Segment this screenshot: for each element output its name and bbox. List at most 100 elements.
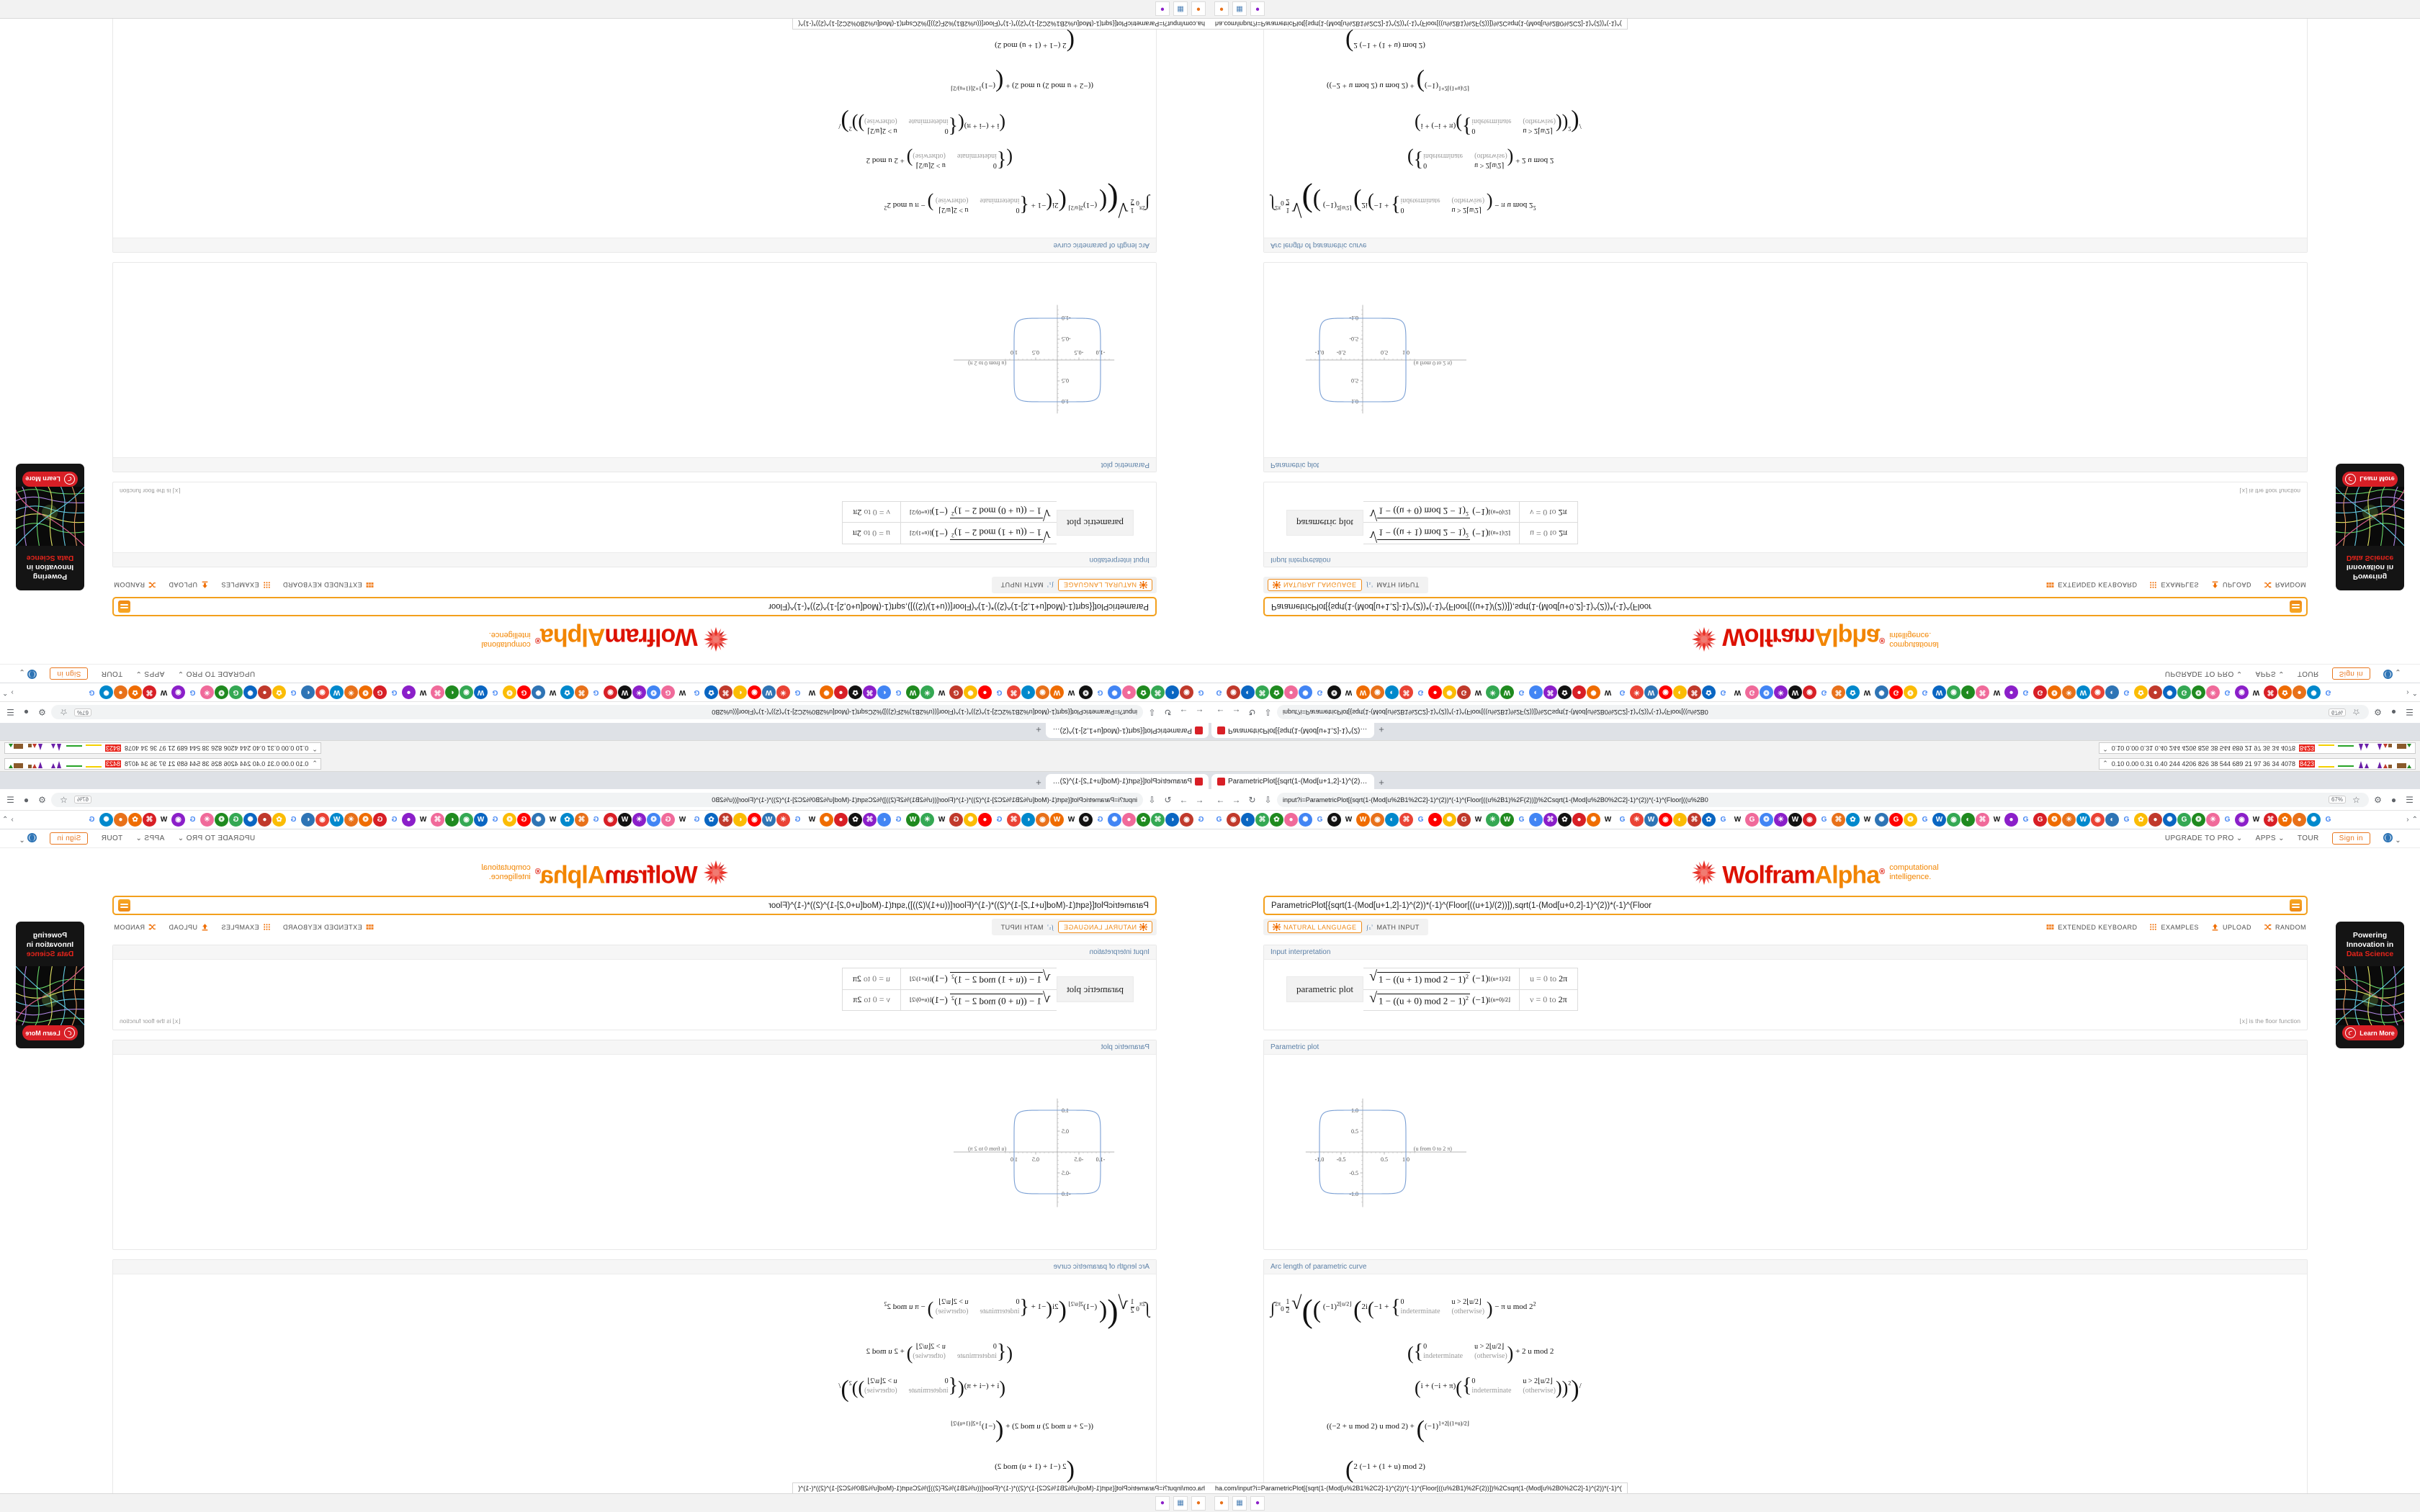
zoom-level-badge[interactable]: 67% (74, 708, 92, 716)
bookmark-favicon[interactable]: G (1889, 813, 1903, 827)
bookmark-favicon[interactable]: ❂ (1327, 685, 1341, 699)
bookmark-favicon[interactable]: ✺ (820, 685, 833, 699)
nav-apps[interactable]: APPS ⌄ (2255, 670, 2285, 678)
pod-input-interpretation[interactable]: Input interpretation parametric plot √ 1 … (1263, 482, 2308, 567)
bookmark-favicon[interactable]: ☀ (776, 813, 790, 827)
bookmark-favicon[interactable]: ✺ (99, 813, 113, 827)
ad-rail[interactable]: Powering Innovation in Data Science (2336, 922, 2404, 1048)
system-monitor-widget[interactable]: ⌃ 0.10 0.00 0.31 0.40 244 4206 826 38 54… (4, 757, 321, 770)
bookmark-favicon[interactable]: W (474, 685, 488, 699)
bookmark-favicon[interactable]: ◐ (1673, 813, 1687, 827)
download-icon[interactable]: ⇩ (1148, 794, 1156, 805)
bookmark-favicon[interactable]: W (1863, 688, 1871, 696)
bookmark-favicon[interactable]: ⌘ (1688, 813, 1701, 827)
bookmark-favicon[interactable]: ◉ (1947, 685, 1960, 699)
bookmark-favicon[interactable]: ⌘ (1543, 813, 1557, 827)
extended-keyboard-button[interactable]: EXTENDED KEYBOARD (2046, 581, 2137, 589)
bookmark-favicon[interactable]: G (1518, 816, 1525, 824)
bookmark-favicon[interactable]: ◉ (460, 685, 473, 699)
bookmark-favicon[interactable]: ◉ (1371, 813, 1384, 827)
wolfram-top-nav[interactable]: UPGRADE TO PRO ⌄ APPS ⌄ TOUR Sign in ⌄ (1210, 664, 2420, 683)
bookmark-favicon[interactable]: ❂ (2192, 685, 2205, 699)
browser-window[interactable]: ⌃ 0.10 0.00 0.31 0.40 244 4206 826 38 54… (1210, 0, 2420, 756)
chevron-right-icon[interactable]: › (11, 688, 14, 696)
bookmark-favicon[interactable]: ◐ (1961, 685, 1975, 699)
bookmark-favicon[interactable]: G (1821, 816, 1827, 824)
bookmark-favicon[interactable]: ☀ (344, 813, 358, 827)
bookmark-favicon[interactable]: ✿ (1137, 685, 1150, 699)
bookmark-favicon[interactable]: W (1356, 685, 1370, 699)
nav-tour[interactable]: TOUR (101, 834, 123, 842)
bookmark-favicon[interactable]: W (549, 688, 557, 696)
bookmark-favicon[interactable]: ✿ (1846, 813, 1860, 827)
bookmark-favicon[interactable]: W (1050, 813, 1064, 827)
bookmark-favicon[interactable]: ❂ (2192, 813, 2205, 827)
bookmark-favicon[interactable]: W (1500, 813, 1514, 827)
bookmark-favicon[interactable]: ✺ (1108, 813, 1121, 827)
bookmark-favicon[interactable]: ◉ (1371, 685, 1384, 699)
sign-in-button[interactable]: Sign in (49, 832, 89, 845)
profile-avatar[interactable]: ● (2390, 707, 2397, 718)
double-chevron-up-icon[interactable]: ⌃ (2102, 745, 2108, 752)
query-row[interactable]: ParametricPlot[{sqrt(1-(Mod[u+1,2]-1)^(2… (1263, 596, 2308, 616)
double-chevron-up-icon[interactable]: ⌃ (2102, 760, 2108, 767)
bookmark-favicon[interactable]: W (618, 685, 632, 699)
forward-arrow-icon[interactable]: → (1232, 794, 1241, 805)
address-bar[interactable]: input?i=ParametricPlot[{sqrt(1-(Mod[u%2B… (51, 792, 1143, 807)
bookmark-favicon[interactable]: ◐ (877, 813, 891, 827)
bookmark-favicon[interactable]: ◉ (1180, 685, 1193, 699)
wolframalpha-page[interactable]: UPGRADE TO PRO ⌄ APPS ⌄ TOUR Sign in ⌄ (1210, 829, 2420, 1493)
bookmark-favicon[interactable]: ◉ (1803, 685, 1816, 699)
bookmark-favicon[interactable]: ⌘ (863, 813, 877, 827)
bookmark-favicon[interactable]: ☀ (1486, 685, 1500, 699)
bookmark-favicon[interactable]: ⌘ (1255, 813, 1269, 827)
bookmark-favicon[interactable]: G (2123, 816, 2130, 824)
bookmark-favicon[interactable]: ⌘ (1976, 813, 1989, 827)
bookmark-favicon[interactable]: W (1644, 813, 1658, 827)
bookmark-favicon[interactable]: W (906, 685, 920, 699)
bookmark-favicon[interactable]: G (1745, 813, 1759, 827)
bookmark-favicon[interactable]: G (89, 688, 95, 696)
bookmark-favicon[interactable]: W (1788, 813, 1802, 827)
bookmark-favicon[interactable]: ✿ (1558, 685, 1572, 699)
bookmark-favicon[interactable]: ⌘ (1007, 813, 1021, 827)
natural-language-button[interactable]: NATURAL LANGUAGE (1268, 578, 1362, 591)
bookmark-favicon[interactable]: ☀ (2206, 813, 2220, 827)
wolfram-logo-row[interactable]: WolframAlpha® computational intelligence… (1210, 616, 2420, 664)
bookmark-favicon[interactable]: ● (1284, 813, 1298, 827)
bookmark-favicon[interactable]: ◐ (1021, 813, 1035, 827)
bookmark-favicon[interactable]: G (593, 816, 599, 824)
bookmark-favicon[interactable]: ◉ (1036, 813, 1049, 827)
chevron-up-icon[interactable]: ⌃ (2, 816, 9, 824)
bookmark-favicon[interactable]: G (290, 816, 297, 824)
wolframalpha-logo[interactable]: WolframAlpha® computational intelligence… (1691, 860, 1939, 887)
bookmark-favicon[interactable]: ◐ (733, 813, 747, 827)
tray-icon-firefox[interactable]: ● (1191, 1, 1206, 17)
bookmark-favicon[interactable]: ⌘ (1399, 813, 1413, 827)
extensions-icon[interactable]: ⚙ (38, 794, 46, 805)
tray-icon-app[interactable]: ● (1250, 1, 1265, 17)
query-input[interactable]: ParametricPlot[{sqrt(1-(Mod[u+1,2]-1)^(2… (768, 901, 1149, 910)
bookmark-favicon[interactable]: G (694, 816, 700, 824)
bookmarks-bar[interactable]: G ◉ ◐ ⌘ ✿ ● ✺ G ❂ W W ◉ ◐ ⌘ G ● ✺ G W ☀ W G ◐ ⌘ ✿ ● ✺ W G ☀ W ◉ ◐ ⌘ ✿ G W G ❂ ☀… (0, 811, 1210, 829)
bookmark-favicon[interactable]: ✺ (532, 813, 545, 827)
bookmark-favicon[interactable]: ⌘ (2264, 813, 2277, 827)
sign-in-button[interactable]: Sign in (2331, 667, 2371, 680)
bookmark-favicon[interactable]: ◐ (1961, 813, 1975, 827)
pod-input-interpretation[interactable]: Input interpretation parametric plot √ 1 … (1263, 945, 2308, 1030)
bookmark-favicon[interactable]: ● (1428, 813, 1442, 827)
query-input-box[interactable]: ParametricPlot[{sqrt(1-(Mod[u+1,2]-1)^(2… (112, 896, 1157, 916)
bookmark-favicon[interactable]: ❂ (1760, 685, 1773, 699)
browser-window[interactable]: ⌃ 0.10 0.00 0.31 0.40 244 4206 826 38 54… (0, 0, 1210, 756)
bookmark-favicon[interactable]: G (1518, 688, 1525, 696)
bookmark-favicon[interactable]: ☀ (1774, 813, 1788, 827)
profile-avatar[interactable]: ● (23, 707, 30, 718)
bookmark-favicon[interactable]: ⌘ (1832, 685, 1845, 699)
address-bar[interactable]: input?i=ParametricPlot[{sqrt(1-(Mod[u%2B… (1277, 792, 2369, 807)
wolfram-top-nav[interactable]: UPGRADE TO PRO ⌄ APPS ⌄ TOUR Sign in ⌄ (0, 664, 1210, 683)
bookmark-favicon[interactable]: ⌘ (575, 685, 588, 699)
bookmark-favicon[interactable]: ⌘ (1688, 685, 1701, 699)
download-icon[interactable]: ⇩ (1148, 707, 1156, 718)
